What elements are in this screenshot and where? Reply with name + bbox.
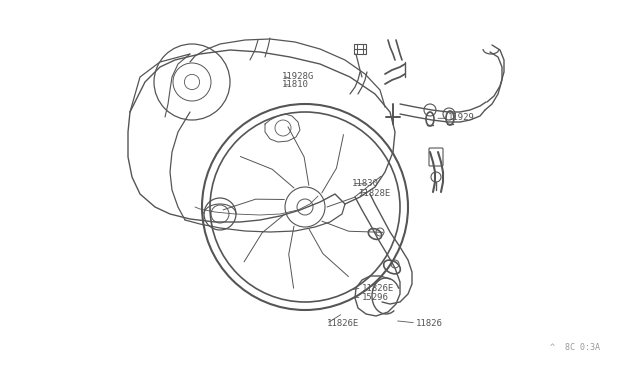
Text: 11928G: 11928G [282,72,314,81]
Text: 11929: 11929 [448,113,475,122]
Text: 11810: 11810 [282,80,308,89]
Text: 11826: 11826 [416,319,443,328]
Text: 11826E: 11826E [326,319,358,328]
Text: 15296: 15296 [362,293,388,302]
Text: 11830: 11830 [352,179,379,187]
Text: ^  8C 0:3A: ^ 8C 0:3A [550,343,600,352]
Text: 11826E: 11826E [362,284,394,293]
Text: I1828E: I1828E [358,189,390,198]
